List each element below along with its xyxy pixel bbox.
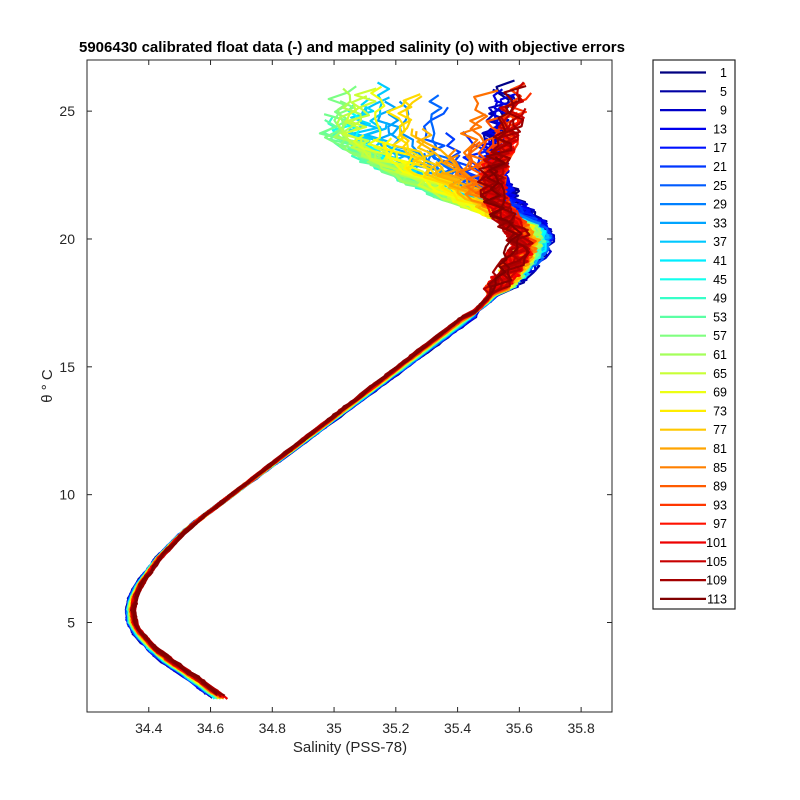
profile-lines xyxy=(124,79,556,700)
legend-label-21: 21 xyxy=(713,160,727,174)
legend-label-29: 29 xyxy=(713,198,727,212)
y-axis-label: θ ° C xyxy=(39,369,56,403)
x-axis-ticks: 34.4 34.6 34.8 35 35.2 35.4 35.6 35.8 xyxy=(135,60,595,736)
legend-label-109: 109 xyxy=(706,574,727,588)
legend-label-73: 73 xyxy=(713,404,727,418)
legend-label-9: 9 xyxy=(720,104,727,118)
legend-label-45: 45 xyxy=(713,273,727,287)
y-tick-label: 15 xyxy=(59,359,75,375)
legend-label-65: 65 xyxy=(713,367,727,381)
x-tick-label: 35.2 xyxy=(382,720,409,736)
legend-label-53: 53 xyxy=(713,310,727,324)
legend-label-57: 57 xyxy=(713,329,727,343)
legend-label-49: 49 xyxy=(713,292,727,306)
legend-label-77: 77 xyxy=(713,423,727,437)
legend-label-105: 105 xyxy=(706,555,727,569)
plot-area: 34.4 34.6 34.8 35 35.2 35.4 35.6 35.8 5 10 15 20 25 xyxy=(59,59,613,736)
legend-label-101: 101 xyxy=(706,536,727,550)
x-tick-label: 35.4 xyxy=(444,720,471,736)
legend-label-97: 97 xyxy=(713,517,727,531)
legend-label-13: 13 xyxy=(713,122,727,136)
legend-label-89: 89 xyxy=(713,480,727,494)
profile-line-116 xyxy=(132,156,523,695)
legend-label-33: 33 xyxy=(713,216,727,230)
plot-background xyxy=(87,60,612,712)
legend-items: 1 5 9 13 17 21 25 29 33 37 41 45 49 53 57 61 65 69 73 77 81 8… xyxy=(660,66,727,606)
x-tick-label: 34.8 xyxy=(259,720,286,736)
x-tick-label: 35.6 xyxy=(506,720,533,736)
legend-label-113: 113 xyxy=(707,592,727,606)
legend-label-41: 41 xyxy=(713,254,727,268)
x-tick-label: 35.8 xyxy=(567,720,594,736)
x-tick-label: 35 xyxy=(326,720,342,736)
legend-box xyxy=(652,59,736,610)
legend: 1 5 9 13 17 21 25 29 33 37 41 45 49 53 57 61 65 69 73 77 81 8… xyxy=(652,59,736,610)
plot-frame xyxy=(86,59,613,713)
y-tick-label: 10 xyxy=(59,487,75,503)
legend-label-1: 1 xyxy=(720,66,727,80)
legend-label-81: 81 xyxy=(713,442,727,456)
y-tick-label: 5 xyxy=(67,615,75,631)
legend-label-37: 37 xyxy=(713,235,727,249)
legend-label-17: 17 xyxy=(713,141,727,155)
chart-title: 5906430 calibrated float data (-) and ma… xyxy=(79,39,625,56)
legend-label-93: 93 xyxy=(713,498,727,512)
legend-label-69: 69 xyxy=(713,386,727,400)
y-tick-label: 20 xyxy=(59,231,75,247)
x-tick-label: 34.4 xyxy=(135,720,162,736)
legend-label-61: 61 xyxy=(713,348,727,362)
legend-label-25: 25 xyxy=(713,179,727,193)
y-tick-label: 25 xyxy=(59,103,75,119)
legend-label-85: 85 xyxy=(713,461,727,475)
y-axis-ticks: 5 10 15 20 25 xyxy=(59,103,612,631)
x-tick-label: 34.6 xyxy=(197,720,224,736)
legend-label-5: 5 xyxy=(720,85,727,99)
x-axis-label: Salinity (PSS-78) xyxy=(293,739,407,756)
